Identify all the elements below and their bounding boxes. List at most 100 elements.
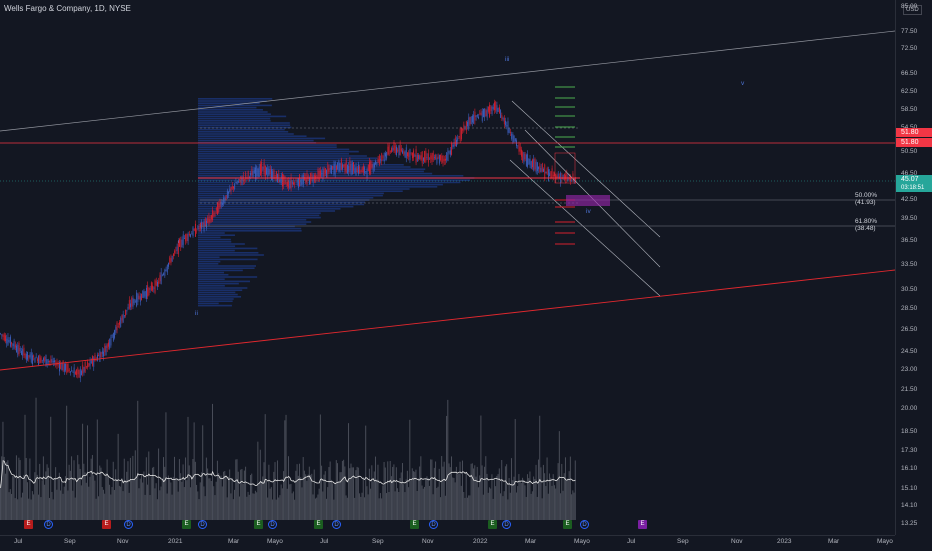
volume-bar <box>360 496 362 520</box>
volume-bar <box>518 474 520 520</box>
volume-bar <box>536 496 538 520</box>
earnings-marker[interactable]: E <box>638 520 647 529</box>
candle-down <box>2 334 4 338</box>
volume-bar <box>289 484 291 520</box>
volume-bar <box>316 497 318 520</box>
profile-row <box>198 161 381 164</box>
dividend-marker[interactable]: D <box>429 520 438 529</box>
price-chart[interactable]: Wells Fargo & Company, 1D, NYSE 50.00%(4… <box>0 0 896 535</box>
volume-bar <box>248 494 250 520</box>
candle-down <box>556 175 558 179</box>
candle-down <box>474 111 476 121</box>
volume-bar <box>89 476 91 520</box>
chart-canvas[interactable] <box>0 0 896 535</box>
volume-bar <box>333 499 335 520</box>
candle-down <box>94 354 96 362</box>
profile-row <box>198 113 271 115</box>
dividend-marker[interactable]: D <box>124 520 133 529</box>
earnings-marker[interactable]: E <box>563 520 572 529</box>
profile-row <box>198 260 221 263</box>
volume-bar <box>237 471 239 520</box>
candle-down <box>245 172 247 180</box>
volume-bar <box>408 487 410 520</box>
earnings-marker[interactable]: E <box>488 520 497 529</box>
volume-bar <box>209 478 211 520</box>
volume-bar <box>253 493 255 520</box>
volume-bar <box>160 486 162 520</box>
candle-down <box>460 128 462 140</box>
volume-bar <box>351 467 353 520</box>
volume-bar <box>121 478 123 520</box>
volume-bar <box>290 484 292 520</box>
dividend-marker[interactable]: D <box>332 520 341 529</box>
volume-bar <box>150 476 152 520</box>
dividend-marker[interactable]: D <box>198 520 207 529</box>
volume-bar <box>448 463 450 520</box>
volume-bar <box>188 465 190 520</box>
volume-bar <box>517 486 519 520</box>
volume-bar <box>242 483 244 520</box>
symbol-title[interactable]: Wells Fargo & Company, 1D, NYSE <box>4 4 131 13</box>
dividend-marker[interactable]: D <box>44 520 53 529</box>
candle-up <box>355 166 357 176</box>
volume-bar <box>540 467 542 520</box>
profile-row <box>198 159 387 162</box>
earnings-marker[interactable]: E <box>410 520 419 529</box>
candle-up <box>402 150 404 154</box>
dividend-marker[interactable]: D <box>502 520 511 529</box>
volume-bar <box>262 476 264 520</box>
candle-up <box>385 153 386 157</box>
volume-bar <box>216 460 218 520</box>
volume-bar <box>372 481 374 520</box>
earnings-marker[interactable]: E <box>182 520 191 529</box>
candle-down <box>231 185 233 189</box>
candle-down <box>340 159 342 170</box>
profile-row <box>198 289 243 291</box>
volume-bar <box>477 487 479 520</box>
candle-down <box>399 144 401 156</box>
candle-up <box>496 105 498 114</box>
profile-row <box>198 150 359 153</box>
candle-down <box>320 170 321 177</box>
earnings-marker[interactable]: E <box>314 520 323 529</box>
candle-up <box>171 255 173 262</box>
profile-row <box>198 214 320 217</box>
volume-bar <box>442 466 444 520</box>
profile-row <box>198 285 225 287</box>
volume-bar <box>395 467 397 520</box>
volume-bar <box>564 457 566 520</box>
volume-bar <box>62 493 64 520</box>
volume-bar <box>221 486 223 520</box>
candle-down <box>563 173 565 180</box>
price-tick-label: 50.50 <box>901 148 918 155</box>
volume-bar <box>556 480 558 520</box>
volume-bar <box>384 467 386 520</box>
candle-down <box>459 128 461 142</box>
volume-bar <box>67 490 69 520</box>
time-axis[interactable] <box>0 535 895 551</box>
candle-down <box>400 148 402 152</box>
earnings-marker[interactable]: E <box>24 520 33 529</box>
volume-bar <box>162 457 164 520</box>
profile-row <box>198 227 302 230</box>
volume-bar <box>72 490 74 520</box>
candle-up <box>533 159 535 171</box>
volume-bar <box>9 489 11 520</box>
candle-down <box>367 164 369 172</box>
volume-bar <box>200 472 202 520</box>
dividend-marker[interactable]: D <box>580 520 589 529</box>
candle-up <box>134 301 136 303</box>
dividend-marker[interactable]: D <box>268 520 277 529</box>
candle-up <box>528 158 530 165</box>
volume-bar <box>78 464 80 520</box>
volume-bar <box>388 492 390 520</box>
candle-up <box>192 227 194 236</box>
currency-label[interactable]: USD <box>903 5 922 15</box>
earnings-marker[interactable]: E <box>254 520 263 529</box>
earnings-marker[interactable]: E <box>102 520 111 529</box>
candle-up <box>502 118 504 120</box>
candle-down <box>106 344 108 349</box>
time-tick-label: Mar <box>525 538 537 545</box>
volume-bar <box>438 468 440 520</box>
price-axis[interactable] <box>895 0 932 535</box>
